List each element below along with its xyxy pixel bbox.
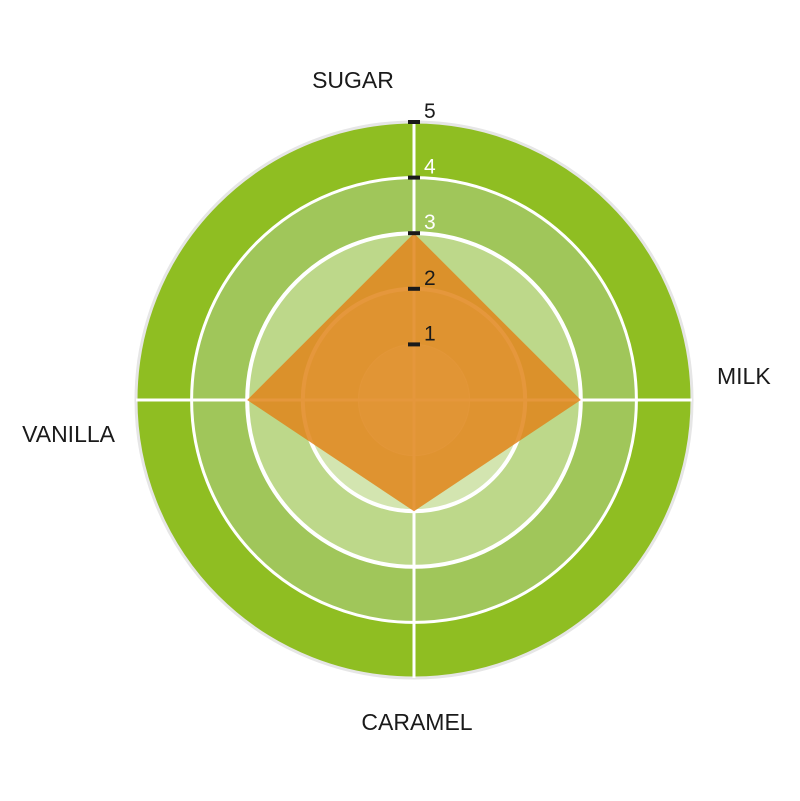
series-polygon	[247, 233, 581, 512]
tick-mark-5	[408, 120, 420, 124]
axis-label-caramel: CARAMEL	[361, 709, 472, 735]
tick-mark-1	[408, 342, 420, 347]
tick-mark-4	[408, 175, 420, 180]
tick-label-4: 4	[424, 156, 436, 179]
tick-label-1: 1	[424, 322, 436, 345]
tick-label-5: 5	[424, 100, 436, 123]
tick-mark-3	[408, 231, 420, 236]
tick-label-2: 2	[424, 267, 436, 290]
axis-label-sugar: SUGAR	[312, 67, 394, 93]
axis-label-milk: MILK	[717, 363, 771, 389]
tick-mark-2	[408, 286, 420, 291]
axis-label-vanilla: VANILLA	[22, 421, 116, 447]
tick-label-3: 3	[424, 211, 436, 234]
